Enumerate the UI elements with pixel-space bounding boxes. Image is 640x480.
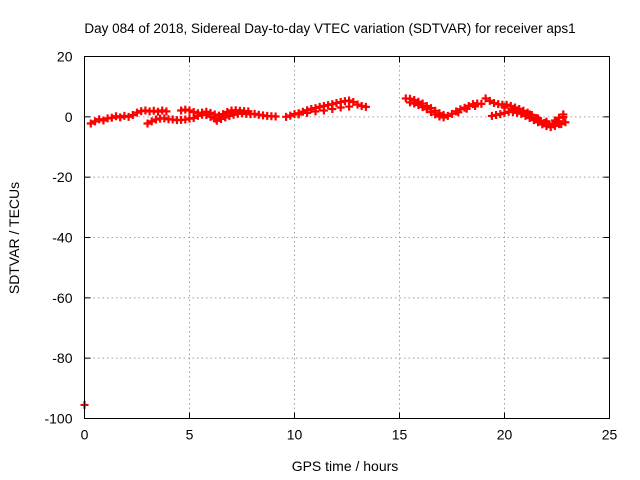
data-point — [286, 111, 295, 120]
data-point — [189, 108, 198, 117]
data-point — [282, 112, 291, 121]
data-point — [294, 110, 303, 119]
x-tick-label: 20 — [497, 427, 513, 443]
x-axis-label: GPS time / hours — [292, 458, 399, 474]
data-point — [185, 106, 194, 115]
y-axis-label: SDTVAR / TECUs — [6, 182, 22, 294]
data-point — [345, 102, 354, 111]
data-point — [311, 107, 320, 116]
x-tick-label: 10 — [287, 427, 303, 443]
data-point — [508, 105, 517, 114]
data-point — [133, 108, 141, 117]
x-tick-label: 0 — [81, 427, 89, 443]
plot-frame — [84, 56, 610, 419]
data-point — [542, 117, 551, 126]
data-point — [95, 115, 104, 124]
data-point — [443, 111, 452, 120]
data-point — [559, 110, 568, 119]
data-point — [471, 101, 480, 110]
x-tick-label: 15 — [392, 427, 408, 443]
data-point — [414, 101, 423, 110]
y-tick-label: -20 — [52, 169, 72, 185]
data-point — [124, 112, 133, 121]
data-point — [557, 120, 566, 129]
data-point — [410, 99, 419, 108]
data-point — [116, 113, 125, 122]
data-point — [336, 103, 345, 112]
data-point — [154, 107, 162, 116]
data-point — [439, 113, 448, 122]
data-point — [217, 114, 225, 123]
y-tick-label: 20 — [57, 49, 73, 65]
data-points — [80, 94, 570, 409]
data-point — [561, 118, 570, 127]
data-point — [496, 110, 505, 119]
data-point — [210, 110, 219, 119]
data-point — [206, 108, 215, 117]
data-point — [202, 107, 211, 116]
data-point — [529, 116, 538, 125]
data-point — [517, 107, 526, 116]
data-point — [418, 103, 427, 112]
data-point — [112, 112, 120, 121]
data-point — [490, 98, 498, 107]
data-point — [422, 105, 431, 114]
data-point — [221, 113, 230, 122]
data-point — [107, 113, 116, 122]
data-point — [431, 110, 440, 119]
data-point — [546, 123, 555, 132]
chart-title: Day 084 of 2018, Sidereal Day-to-day VTE… — [84, 21, 575, 36]
data-point — [328, 104, 337, 113]
data-point — [361, 102, 370, 111]
data-point — [271, 112, 280, 121]
y-tick-label: 0 — [65, 109, 73, 125]
data-point — [99, 116, 108, 125]
y-tick-label: -60 — [52, 290, 72, 306]
x-tick-label: 25 — [602, 427, 618, 443]
data-point — [534, 114, 543, 123]
data-point — [454, 108, 463, 117]
data-point — [485, 96, 494, 105]
data-point — [538, 120, 547, 129]
data-point — [86, 119, 95, 128]
data-point — [462, 104, 471, 113]
data-point — [91, 117, 99, 126]
data-point — [477, 99, 486, 108]
y-tick-label: -80 — [52, 350, 72, 366]
data-point — [143, 119, 152, 128]
data-point — [303, 108, 312, 117]
data-point — [427, 108, 435, 117]
data-point — [481, 94, 490, 103]
data-point — [225, 111, 234, 120]
y-tick-label: -100 — [44, 411, 72, 427]
data-point — [525, 110, 534, 119]
data-point — [521, 111, 530, 120]
data-point — [162, 107, 171, 116]
data-point — [319, 106, 328, 115]
data-point — [406, 98, 414, 107]
data-point — [550, 116, 559, 125]
data-point — [353, 100, 362, 109]
data-point — [147, 117, 156, 126]
data-point — [500, 103, 509, 112]
data-point — [298, 107, 307, 116]
data-point — [128, 111, 137, 120]
grid — [84, 56, 610, 419]
data-point — [212, 116, 221, 125]
x-tick-label: 5 — [186, 427, 194, 443]
y-tick-label: -40 — [52, 230, 72, 246]
data-point — [448, 109, 456, 118]
data-point — [349, 98, 358, 107]
axis-ticks: 0 5 10 15 20 25 -100 -80 -60 -40 -20 0 20 — [44, 49, 617, 443]
